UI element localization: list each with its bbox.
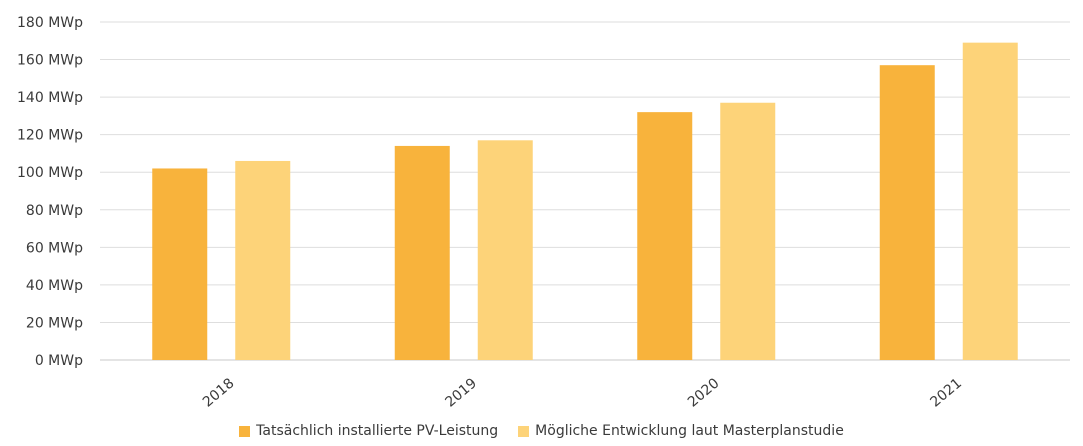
y-tick-label: 20 MWp bbox=[26, 315, 83, 331]
y-tick-label: 60 MWp bbox=[26, 240, 83, 256]
y-tick-label: 0 MWp bbox=[35, 353, 83, 369]
bar-masterplan bbox=[235, 160, 291, 360]
x-tick-label: 2019 bbox=[442, 375, 480, 410]
x-tick-label: 2020 bbox=[685, 375, 723, 410]
legend-label-masterplan: Mögliche Entwicklung laut Masterplanstud… bbox=[535, 423, 844, 439]
bar-installed bbox=[394, 145, 450, 360]
y-tick-label: 80 MWp bbox=[26, 203, 83, 219]
bar-installed bbox=[879, 65, 935, 360]
bar-masterplan bbox=[962, 42, 1018, 361]
bar-installed bbox=[152, 168, 208, 360]
legend-swatch-installed bbox=[239, 425, 251, 437]
bar-masterplan bbox=[720, 102, 776, 360]
legend-item-masterplan: Mögliche Entwicklung laut Masterplanstud… bbox=[518, 423, 844, 439]
x-tick-label: 2021 bbox=[927, 375, 965, 410]
x-tick-label: 2018 bbox=[200, 375, 238, 410]
y-tick-label: 120 MWp bbox=[17, 128, 83, 144]
legend-label-installed: Tatsächlich installierte PV-Leistung bbox=[256, 423, 499, 439]
y-tick-label: 100 MWp bbox=[17, 165, 83, 181]
legend: Tatsächlich installierte PV-Leistung Mög… bbox=[0, 421, 1083, 441]
y-tick-label: 40 MWp bbox=[26, 278, 83, 294]
legend-swatch-masterplan bbox=[518, 425, 530, 437]
y-tick-label: 160 MWp bbox=[17, 53, 83, 69]
legend-item-installed: Tatsächlich installierte PV-Leistung bbox=[239, 423, 498, 439]
bar-installed bbox=[637, 112, 693, 360]
bar-masterplan bbox=[477, 140, 533, 360]
y-tick-label: 140 MWp bbox=[17, 90, 83, 106]
y-tick-label: 180 MWp bbox=[17, 15, 83, 31]
